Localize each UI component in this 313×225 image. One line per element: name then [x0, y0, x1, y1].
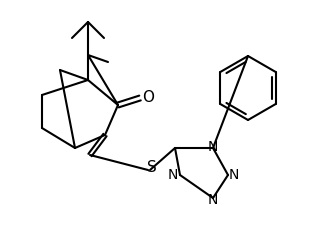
- Text: N: N: [208, 193, 218, 207]
- Text: N: N: [168, 168, 178, 182]
- Text: O: O: [142, 90, 154, 106]
- Text: N: N: [208, 140, 218, 154]
- Text: S: S: [147, 160, 157, 176]
- Text: N: N: [229, 168, 239, 182]
